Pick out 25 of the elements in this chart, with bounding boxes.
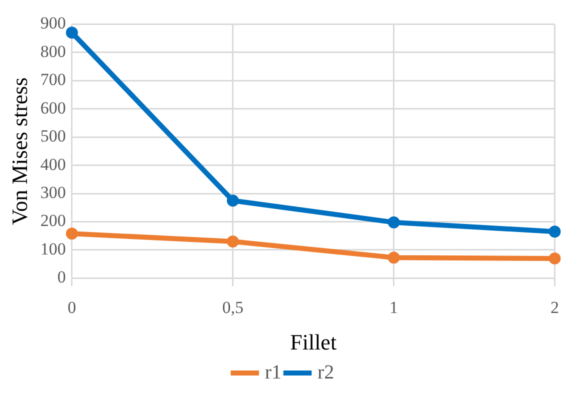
y-tick-label: 500 [40, 126, 66, 146]
y-tick-label: 800 [40, 42, 66, 61]
point [226, 236, 239, 248]
x-tick-label: 2 [550, 298, 559, 317]
y-tick-label: 100 [40, 239, 66, 258]
y-tick-label: 400 [40, 154, 66, 174]
y-tick-label: 600 [40, 98, 66, 118]
legend-label: r2 [318, 361, 334, 384]
y-tick-label: 300 [40, 183, 66, 202]
point [388, 216, 400, 228]
y-tick-label: 200 [40, 211, 66, 230]
point [388, 252, 400, 264]
point [66, 228, 78, 240]
point [548, 252, 561, 264]
y-tick-label: 900 [40, 14, 66, 33]
point [548, 226, 561, 238]
x-axis-title: Fillet [290, 330, 337, 355]
y-tick-label: 0 [57, 268, 66, 287]
legend-label: r1 [264, 361, 282, 384]
x-tick-label: 0,5 [222, 298, 244, 317]
point [226, 194, 239, 207]
point [66, 26, 78, 39]
y-tick-label: 700 [40, 70, 66, 90]
y-axis-title: Von Mises stress [6, 77, 32, 225]
x-tick-label: 1 [390, 298, 398, 317]
